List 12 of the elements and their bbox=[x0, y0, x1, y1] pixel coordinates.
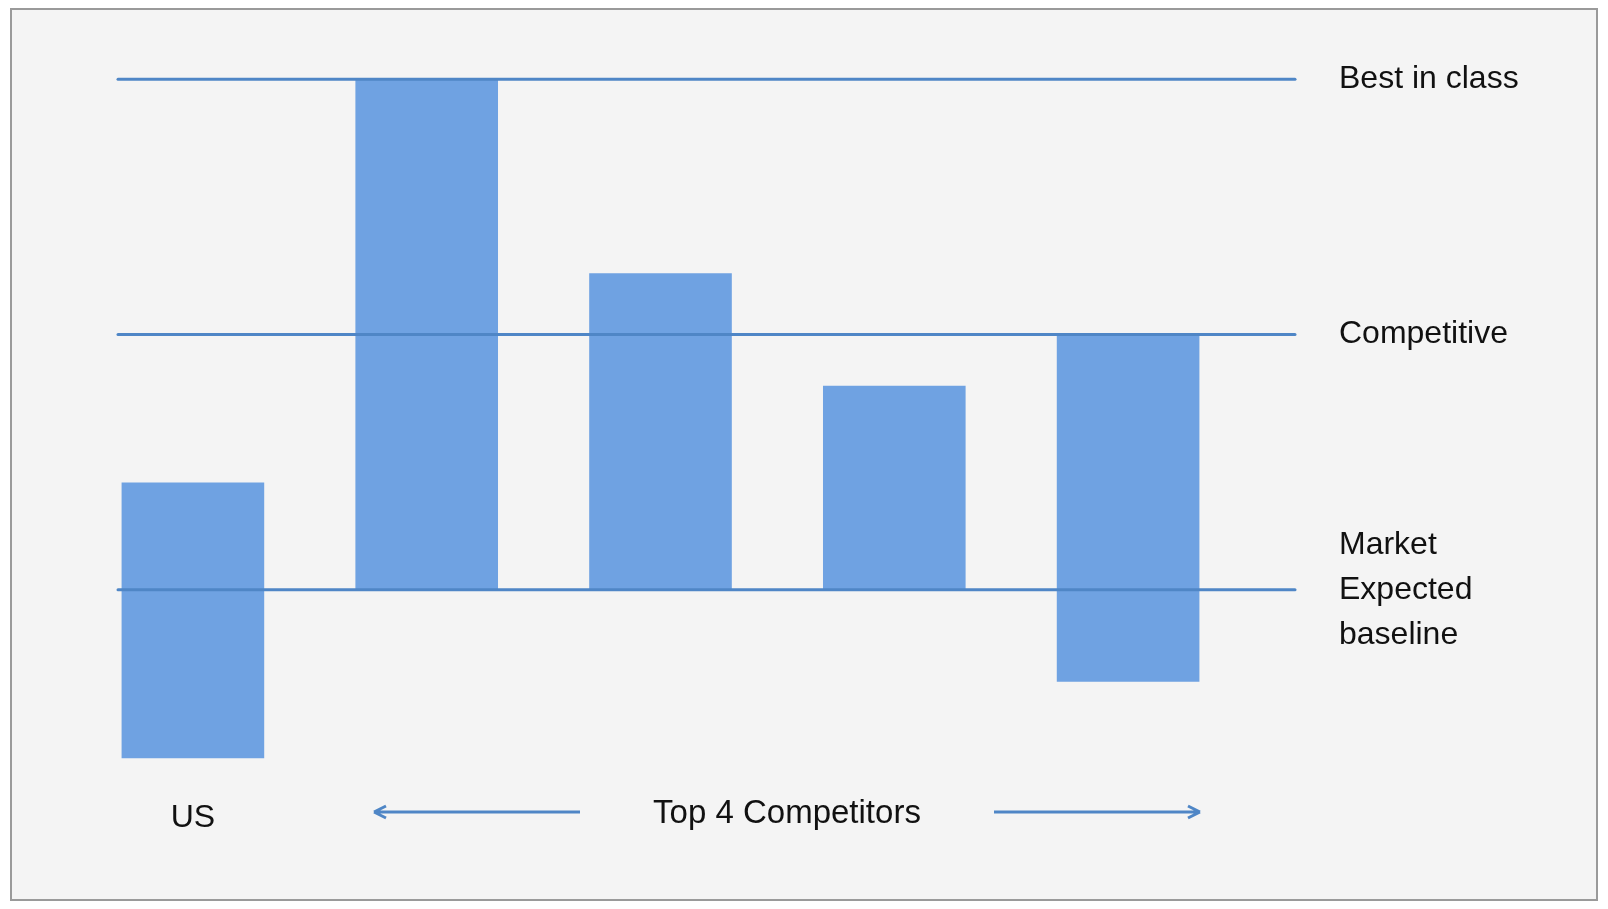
bar bbox=[822, 385, 966, 590]
bar bbox=[589, 273, 732, 590]
ref-line-label: Best in class bbox=[1339, 59, 1519, 96]
bar bbox=[1056, 334, 1200, 590]
ref-line-label: Market Expected baseline bbox=[1339, 524, 1473, 651]
bar bbox=[121, 589, 265, 759]
x-tick-label: US bbox=[170, 797, 216, 834]
bar bbox=[121, 482, 265, 590]
ref-line-label: Competitive bbox=[1339, 314, 1508, 351]
bar bbox=[355, 79, 499, 590]
bar bbox=[1056, 589, 1200, 682]
text: Top 4 Competitors bbox=[653, 793, 921, 831]
